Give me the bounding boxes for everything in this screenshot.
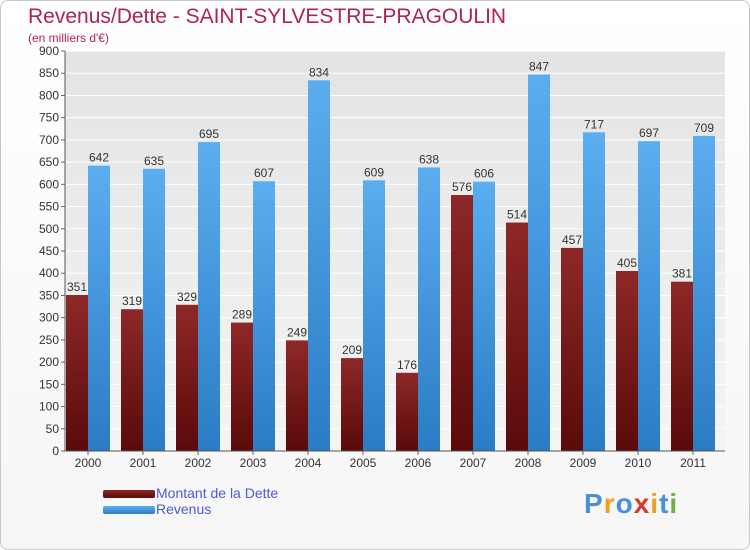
- y-tick-label: 650: [39, 155, 59, 169]
- logo-letter: i: [669, 488, 679, 519]
- bar-value-label: 457: [562, 233, 582, 247]
- y-tick-label: 150: [39, 377, 59, 391]
- chart-title: Revenus/Dette - SAINT-SYLVESTRE-PRAGOULI…: [28, 5, 507, 28]
- bar-value-label: 176: [397, 358, 417, 372]
- bar-dette: [451, 195, 473, 451]
- bar-value-label: 717: [584, 117, 604, 131]
- y-tick-label: 200: [39, 355, 59, 369]
- bar-revenus: [308, 80, 330, 451]
- bar-value-label: 635: [144, 154, 164, 168]
- logo-letter: x: [633, 488, 651, 519]
- bar-value-label: 609: [364, 165, 384, 179]
- y-tick-label: 350: [39, 288, 59, 302]
- legend-swatch-dette: [103, 490, 155, 498]
- logo-letter: r: [603, 488, 616, 519]
- logo-letter: o: [615, 488, 634, 519]
- bar-revenus: [363, 180, 385, 452]
- bar-value-label: 351: [67, 280, 87, 294]
- bar-value-label: 638: [419, 152, 439, 166]
- y-tick-label: 500: [39, 222, 59, 236]
- bar-revenus: [418, 167, 440, 451]
- bar-value-label: 606: [474, 167, 494, 181]
- logo-letter: i: [650, 488, 660, 519]
- proxiti-logo: Proxiti: [584, 488, 678, 520]
- bars: 351 642 319 635 329 695 289 607 249 834 209 609 176 6…: [66, 60, 715, 452]
- x-tick-label: 2000: [75, 456, 102, 470]
- bar-dette: [176, 304, 198, 451]
- bar-dette: [286, 340, 308, 451]
- bar-revenus: [693, 135, 715, 451]
- bar-dette: [231, 322, 253, 451]
- bar-value-label: 381: [672, 267, 692, 281]
- x-tick-label: 2011: [680, 456, 706, 470]
- legend-label-revenus: Revenus: [156, 501, 212, 517]
- bar-value-label: 289: [232, 308, 252, 322]
- y-tick-label: 700: [39, 133, 59, 147]
- y-tick-label: 0: [52, 444, 59, 458]
- logo-letter: t: [659, 488, 670, 519]
- y-tick-label: 600: [39, 177, 59, 191]
- bar-dette: [121, 309, 143, 451]
- bar-revenus: [253, 181, 275, 451]
- bar-revenus: [638, 141, 660, 451]
- bar-value-label: 709: [694, 121, 714, 135]
- bar-dette: [341, 358, 363, 451]
- legend-label-dette: Montant de la Dette: [156, 485, 279, 501]
- x-tick-label: 2008: [515, 456, 542, 470]
- y-tick-label: 100: [39, 400, 59, 414]
- bar-value-label: 847: [529, 60, 549, 74]
- x-tick-label: 2002: [185, 456, 212, 470]
- x-tick-label: 2003: [240, 456, 267, 470]
- y-tick-label: 850: [39, 66, 59, 80]
- bar-value-label: 329: [177, 290, 197, 304]
- gridlines: [65, 50, 725, 452]
- y-tick-label: 750: [39, 111, 59, 125]
- y-tick-label: 400: [39, 266, 59, 280]
- bar-revenus: [528, 74, 550, 452]
- y-tick-label: 550: [39, 200, 59, 214]
- y-tick-label: 900: [39, 44, 59, 58]
- x-tick-label: 2007: [460, 456, 487, 470]
- bar-revenus: [583, 132, 605, 452]
- x-tick-label: 2006: [405, 456, 432, 470]
- bar-revenus: [473, 181, 495, 451]
- bar-value-label: 834: [309, 65, 329, 79]
- x-tick-label: 2010: [625, 456, 652, 470]
- bar-dette: [66, 295, 88, 451]
- axes: 0 50 100 150 200 250 300 350 400 450 500 550 600 650 7…: [39, 44, 725, 470]
- chart-subtitle: (en milliers d'€): [28, 31, 109, 45]
- y-tick-label: 450: [39, 244, 59, 258]
- x-tick-label: 2005: [350, 456, 377, 470]
- bar-revenus: [198, 142, 220, 451]
- x-tick-label: 2004: [295, 456, 322, 470]
- bar-value-label: 319: [122, 294, 142, 308]
- bar-dette: [671, 281, 693, 451]
- bar-value-label: 209: [342, 343, 362, 357]
- legend-swatch-revenus: [103, 506, 155, 514]
- y-tick-label: 50: [46, 422, 60, 436]
- bar-revenus: [88, 165, 110, 451]
- bar-dette: [506, 222, 528, 451]
- bar-value-label: 576: [452, 180, 472, 194]
- x-tick-label: 2009: [570, 456, 597, 470]
- bar-dette: [616, 271, 638, 451]
- bar-value-label: 695: [199, 127, 219, 141]
- bar-value-label: 514: [507, 208, 527, 222]
- y-tick-label: 250: [39, 333, 59, 347]
- bar-value-label: 249: [287, 325, 307, 339]
- bar-revenus: [143, 168, 165, 451]
- bar-value-label: 607: [254, 166, 274, 180]
- bar-dette: [396, 372, 418, 451]
- x-tick-label: 2001: [130, 456, 157, 470]
- y-tick-label: 800: [39, 88, 59, 102]
- bar-value-label: 405: [617, 256, 637, 270]
- bar-value-label: 642: [89, 151, 109, 165]
- logo-letter: P: [584, 488, 604, 519]
- bar-dette: [561, 247, 583, 451]
- y-tick-label: 300: [39, 311, 59, 325]
- bar-value-label: 697: [639, 126, 659, 140]
